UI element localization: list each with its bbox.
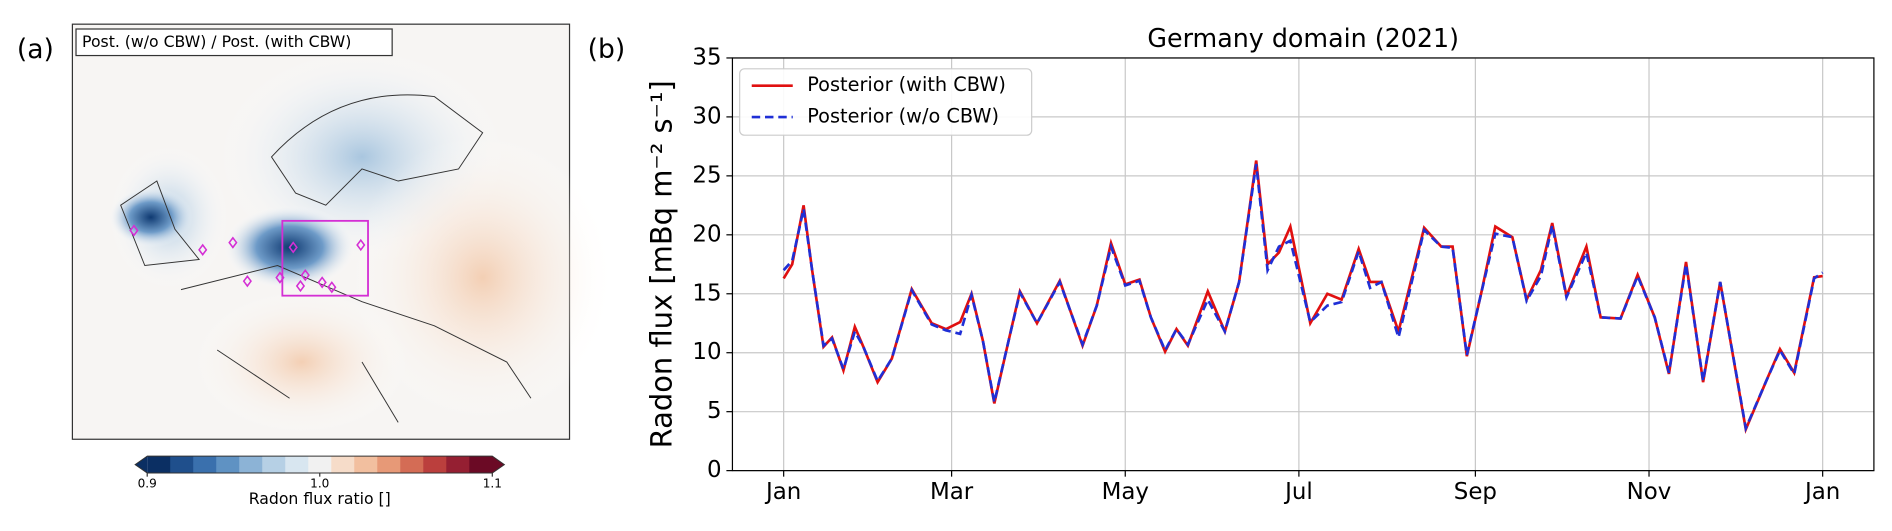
map-legend: Post. (w/o CBW) / Post. (with CBW) (82, 32, 351, 51)
y-tick-label: 15 (692, 280, 721, 306)
coastline (120, 180, 201, 267)
legend-label: Posterior (with CBW) (807, 73, 1006, 96)
colorbar-segment (308, 456, 332, 474)
series-line (782, 163, 1824, 433)
y-tick-label: 35 (692, 44, 721, 70)
colorbar-segment (239, 456, 263, 474)
colorbar-tick-label: 0.9 (138, 476, 157, 490)
x-tick-label: May (1102, 479, 1149, 505)
map-shading (193, 289, 411, 435)
colorbar-segment (446, 456, 470, 474)
y-tick-label: 25 (692, 162, 721, 188)
x-tick-label: Mar (930, 479, 974, 505)
map-legend-box (75, 28, 393, 57)
colorbar-segment (193, 456, 217, 474)
colorbar-tick-label: 1.0 (310, 476, 329, 490)
y-axis-label: Radon flux [mBq m⁻² s⁻¹] (645, 80, 679, 448)
legend-label: Posterior (w/o CBW) (807, 105, 999, 128)
colorbar-segment (377, 456, 401, 474)
x-tick-label: Sep (1454, 479, 1497, 505)
colorbar-segment (216, 456, 240, 474)
x-tick-label: Jul (1283, 479, 1313, 505)
colorbar-segment (285, 456, 309, 474)
colorbar-segment (262, 456, 286, 474)
colorbar-label: Radon flux ratio [] (249, 489, 391, 508)
x-tick-label: Jan (1803, 479, 1840, 505)
panel-label: (b) (588, 34, 626, 65)
coastline (270, 94, 484, 206)
colorbar-segment (331, 456, 355, 474)
domain-box (281, 219, 369, 297)
colorbar-segment (469, 456, 493, 474)
plot-frame (731, 57, 1875, 472)
colorbar-extend (135, 456, 148, 474)
colorbar-segment (170, 456, 194, 474)
x-tick-label: Nov (1627, 479, 1672, 505)
colorbar-segment (147, 456, 171, 474)
colorbar-segment (423, 456, 447, 474)
map-shading (108, 187, 194, 248)
panel-label: (a) (17, 34, 54, 65)
colorbar-segment (400, 456, 424, 474)
plot-layer: (a) Post. (w/o CBW) / Post. (with CBW) 0.9… (17, 23, 1875, 508)
colorbar-extend (492, 456, 505, 474)
coastline (180, 264, 532, 423)
legend-box (739, 68, 1033, 136)
y-tick-label: 0 (707, 457, 722, 483)
y-tick-label: 30 (692, 103, 721, 129)
y-tick-label: 20 (692, 221, 721, 247)
map-panel (71, 23, 616, 440)
x-tick-label: Jan (764, 479, 801, 505)
colorbar-segment (354, 456, 378, 474)
y-tick-label: 10 (692, 339, 721, 365)
stations (129, 224, 366, 294)
map-shading (349, 132, 616, 423)
colorbar-tick-label: 1.1 (483, 476, 502, 490)
chart-title: Germany domain (2021) (1147, 23, 1459, 53)
y-tick-label: 5 (707, 398, 722, 424)
